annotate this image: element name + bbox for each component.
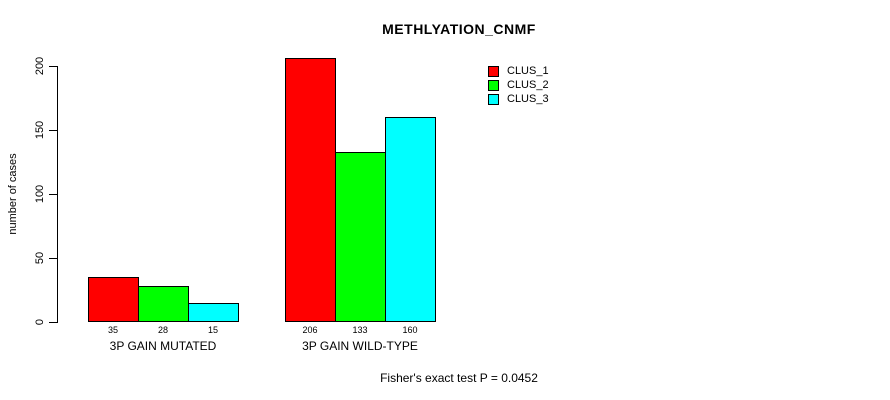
category-label: 3P GAIN WILD-TYPE (302, 339, 418, 353)
y-axis-label-text: number of cases (7, 153, 19, 235)
legend-item-clus_1: CLUS_1 (488, 64, 549, 78)
legend-label: CLUS_1 (507, 65, 549, 77)
bar-value-label: 15 (207, 325, 218, 335)
y-tick-mark (49, 322, 57, 323)
bar-value-label: 28 (157, 325, 168, 335)
y-tick-label-text: 100 (34, 184, 46, 204)
y-tick-label-text: 0 (34, 318, 46, 326)
y-tick-label-text: 50 (34, 251, 46, 265)
annotation-text: Fisher's exact test P = 0.0452 (380, 371, 538, 385)
bar-clus_1-group2 (285, 58, 336, 322)
legend-item-clus_2: CLUS_2 (488, 78, 549, 92)
bar-clus_2-group2 (335, 152, 386, 322)
y-tick-label-text: 200 (34, 56, 46, 76)
y-tick-label-text: 150 (34, 120, 46, 140)
legend: CLUS_1 CLUS_2 CLUS_3 (488, 64, 549, 106)
bar-clus_3-group2 (385, 117, 436, 322)
bar-clus_1-group1 (88, 277, 139, 322)
legend-label: CLUS_2 (507, 79, 549, 91)
y-axis (57, 66, 58, 323)
bar-value-label: 133 (352, 325, 368, 335)
bar-clus_3-group1 (188, 303, 239, 322)
legend-item-clus_3: CLUS_3 (488, 92, 549, 106)
y-tick-mark (49, 130, 57, 131)
bar-value-label: 35 (107, 325, 118, 335)
y-tick-mark (49, 66, 57, 67)
bar-value-label: 160 (402, 325, 418, 335)
legend-swatch (488, 65, 499, 77)
legend-label: CLUS_3 (507, 93, 549, 105)
legend-swatch (488, 79, 499, 91)
bar-value-label: 206 (302, 325, 318, 335)
bar-clus_2-group1 (138, 286, 189, 322)
chart-title: METHLYATION_CNMF (382, 21, 536, 37)
y-tick-mark (49, 258, 57, 259)
legend-swatch (488, 93, 499, 105)
y-tick-mark (49, 194, 57, 195)
category-label: 3P GAIN MUTATED (109, 339, 217, 353)
